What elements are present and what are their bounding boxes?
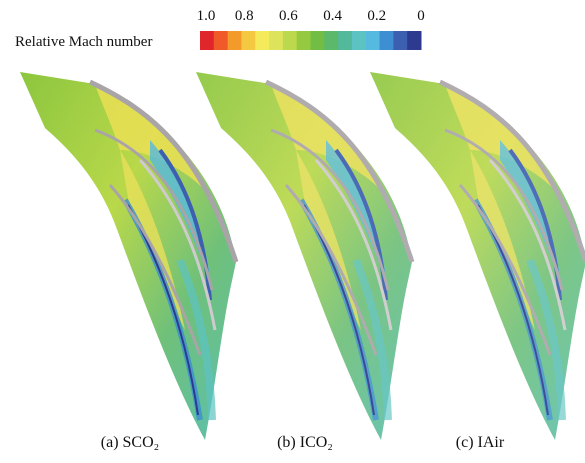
- colorbar-swatch: [296, 31, 311, 50]
- colorbar-swatch: [379, 31, 394, 50]
- panel-caption: (b) ICO₂: [277, 434, 333, 451]
- colorbar-swatch: [213, 31, 229, 50]
- colorbar-tick-label: 0.8: [235, 8, 254, 24]
- colorbar-swatch: [310, 31, 325, 50]
- colorbar-swatch: [407, 31, 422, 50]
- panels: [20, 72, 585, 440]
- colorbar-swatch: [324, 31, 339, 50]
- colorbar-tick-label: 0: [417, 8, 425, 24]
- colorbar-swatch: [241, 31, 256, 50]
- colorbar-swatch: [393, 31, 408, 50]
- colorbar-tick-label: 0.2: [367, 8, 386, 24]
- contour-plot: [20, 72, 236, 440]
- colorbar-swatch: [365, 31, 381, 50]
- colorbar-swatch: [338, 31, 353, 50]
- colorbar-tick-label: 0.6: [279, 8, 298, 24]
- colorbar-tick-label: 1.0: [197, 8, 216, 24]
- colorbar-swatch: [351, 31, 367, 50]
- panel-caption: (c) IAir: [456, 434, 505, 451]
- colorbar-swatch: [255, 31, 270, 50]
- colorbar-swatch: [200, 31, 215, 50]
- colorbar-swatch: [282, 31, 298, 50]
- colorbar-swatch: [227, 31, 242, 50]
- colorbar-tick-label: 0.4: [323, 8, 342, 24]
- panel-caption: (a) SCO₂: [101, 434, 159, 451]
- colorbar-swatch: [269, 31, 284, 50]
- colorbar: 1.0 0.8 0.6 0.4 0.2 0: [197, 8, 425, 50]
- colorbar-title: Relative Mach number: [15, 34, 152, 50]
